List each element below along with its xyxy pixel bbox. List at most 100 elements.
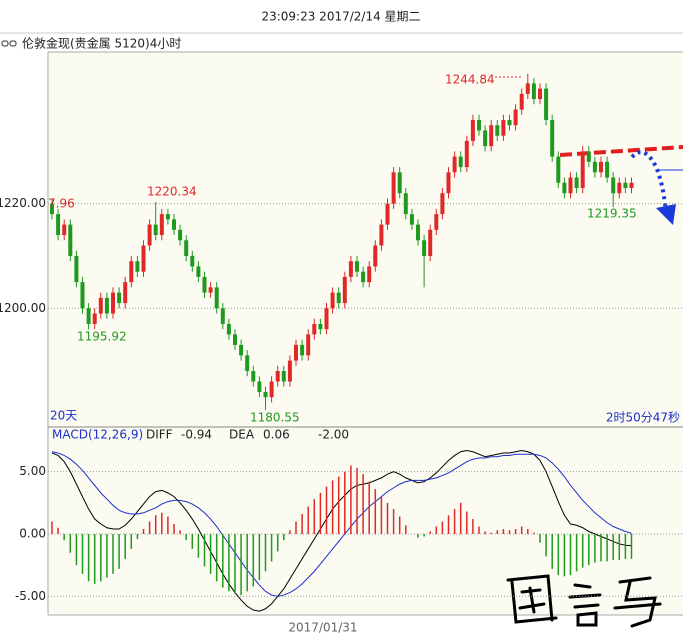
candle-body [80, 282, 85, 309]
candle-body [385, 203, 390, 225]
candle-body [68, 224, 73, 256]
candle-body [233, 334, 237, 345]
candle-body [361, 271, 366, 283]
macd-line [51, 451, 632, 597]
candle-body [574, 177, 579, 188]
candle-body [172, 219, 176, 230]
candle-body [50, 203, 54, 215]
candle-body [416, 224, 420, 241]
candle-body [263, 391, 268, 398]
period-label: 20天 [50, 409, 77, 423]
candle-body [513, 109, 518, 126]
candle-body [623, 182, 628, 188]
candle-body [611, 177, 616, 194]
readout-value: -0.94 [181, 428, 212, 442]
candle-body [190, 255, 195, 267]
candle-body [318, 323, 323, 330]
y-tick-label: 0.00 [19, 526, 46, 540]
annotation: 1195.92 [77, 330, 127, 344]
candle-body [287, 360, 292, 382]
candle-body [489, 125, 494, 147]
candle-body [605, 161, 610, 178]
candle-body [257, 381, 262, 392]
candle-body [538, 88, 542, 100]
indicator-name: MACD(12,26,9) [52, 428, 143, 442]
candle-body [391, 172, 396, 204]
annotation: 1180.55 [250, 411, 300, 425]
candle-body [373, 245, 378, 267]
candle-body [312, 323, 317, 335]
candle-body [184, 240, 189, 256]
candle-body [56, 214, 61, 236]
candle-body [458, 156, 463, 168]
candle-body [153, 224, 158, 236]
candle-body [422, 240, 427, 256]
candle-body [348, 261, 353, 277]
title: 23:09:23 2017/2/14 星期二 [261, 10, 420, 24]
candle-body [226, 323, 231, 335]
readout-value: 0.06 [263, 428, 290, 442]
candle-body [245, 355, 250, 372]
candle-body [440, 193, 445, 215]
candle-body [367, 266, 372, 283]
candle-body [586, 151, 591, 162]
candle-body [269, 381, 274, 398]
readout-name: DIFF [146, 428, 173, 442]
candle-body [92, 313, 97, 324]
candle-body [214, 287, 219, 309]
candle-body [147, 224, 152, 246]
candle-body [165, 214, 170, 220]
candle-body [208, 287, 213, 293]
candle-body [178, 229, 183, 241]
candle-body [464, 140, 469, 168]
candle-body [525, 83, 530, 94]
candle-body [336, 292, 341, 304]
candle-body [550, 119, 555, 157]
candle-body [434, 214, 439, 230]
y-tick-label: 1200.00 [0, 301, 46, 315]
symbol: 伦敦金现(贵金属 5120)4小时 [22, 36, 181, 51]
candle-body [123, 282, 128, 304]
candle-body [251, 371, 256, 382]
candle-body [281, 371, 286, 382]
candle-body [495, 125, 500, 136]
candle-body [501, 119, 506, 136]
candle-body [531, 83, 536, 100]
trend-drawing [559, 145, 683, 225]
candle-body [98, 297, 103, 314]
candle-body [202, 276, 207, 293]
candle-body [446, 172, 451, 194]
y-tick-label: 1220.00 [0, 196, 46, 210]
annotation: 1244.84 [445, 73, 495, 87]
candle-body [117, 292, 122, 304]
candle-body [544, 88, 549, 120]
date-label: 2017/01/31 [288, 621, 357, 635]
candle-body [239, 344, 244, 356]
candle-body [452, 156, 457, 173]
candle-body [62, 224, 67, 236]
symbol-icon [1, 40, 17, 47]
candle-body [629, 182, 634, 188]
candle-body [141, 245, 146, 272]
candle-body [135, 261, 140, 272]
candle-body [519, 93, 524, 110]
candle-body [580, 151, 585, 188]
candle-body [330, 292, 335, 309]
candle-body [104, 297, 109, 314]
y-tick-label: -5.00 [15, 589, 46, 603]
candle-body [342, 276, 347, 304]
readout-name: DEA [229, 428, 255, 442]
candle-body [74, 255, 79, 283]
countdown: 2时50分47秒 [606, 411, 680, 425]
candle-body [477, 119, 481, 131]
candle-body [379, 224, 384, 246]
candle-body [397, 172, 402, 194]
candle-body [617, 182, 622, 194]
candle-body [403, 193, 408, 215]
candle-body [220, 308, 225, 324]
annotation: 7.96 [48, 197, 75, 211]
plot-bg [48, 52, 683, 615]
candle-body [483, 130, 488, 147]
